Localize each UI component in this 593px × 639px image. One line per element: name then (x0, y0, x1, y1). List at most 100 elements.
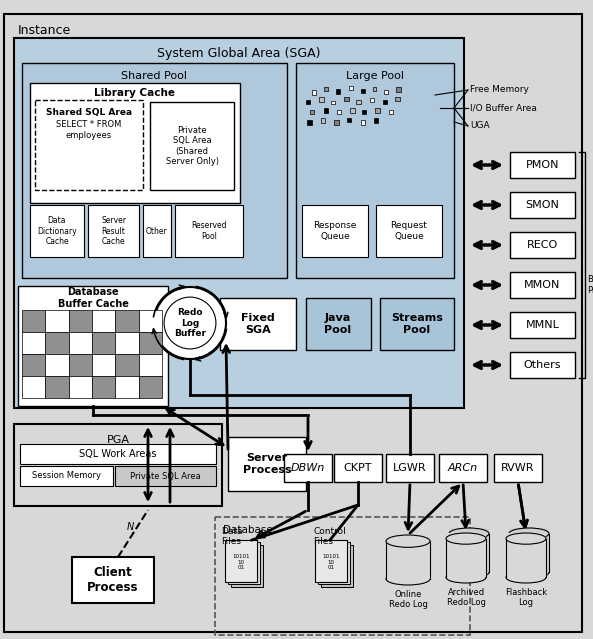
Bar (362, 110, 366, 114)
Bar (175, 205, 243, 257)
Bar (139, 310, 162, 332)
Text: Streams
Pool: Streams Pool (391, 313, 443, 335)
Text: Control
Files: Control Files (313, 527, 346, 546)
Bar (449, 528, 489, 573)
Bar (45, 354, 69, 376)
Bar (20, 444, 216, 464)
Text: DBWn: DBWn (291, 463, 325, 473)
Bar (510, 192, 575, 218)
Bar (225, 540, 257, 582)
Text: Data
Files: Data Files (221, 527, 243, 546)
Text: Others: Others (524, 360, 561, 370)
Bar (334, 454, 382, 482)
Bar (115, 310, 139, 332)
Bar (395, 96, 400, 102)
Ellipse shape (449, 567, 489, 578)
Text: Instance: Instance (18, 24, 71, 37)
Bar (22, 376, 45, 398)
Bar (22, 310, 45, 332)
Ellipse shape (506, 572, 546, 583)
Bar (347, 118, 351, 122)
Bar (296, 63, 454, 278)
Bar (22, 354, 45, 376)
Bar (386, 454, 434, 482)
Bar (372, 87, 376, 91)
Ellipse shape (446, 533, 486, 544)
Text: Server
Result
Cache: Server Result Cache (101, 216, 126, 246)
Bar (506, 533, 546, 578)
Text: Server
Process: Server Process (243, 453, 291, 475)
Bar (22, 63, 287, 278)
Bar (72, 557, 154, 603)
Bar (510, 152, 575, 178)
Bar (139, 354, 162, 376)
Text: PGA: PGA (107, 435, 129, 445)
Ellipse shape (449, 528, 489, 539)
Bar (20, 466, 113, 486)
Bar (315, 540, 347, 582)
Bar (361, 120, 365, 125)
Bar (150, 102, 234, 190)
Bar (139, 376, 162, 398)
Bar (45, 376, 69, 398)
Text: UGA: UGA (470, 121, 490, 130)
Text: Private
SQL Area
(Shared
Server Only): Private SQL Area (Shared Server Only) (165, 126, 218, 166)
Bar (228, 437, 306, 491)
Text: Fixed
SGA: Fixed SGA (241, 313, 275, 335)
Text: CKPT: CKPT (344, 463, 372, 473)
Text: SMON: SMON (525, 200, 559, 210)
Bar (302, 205, 368, 257)
Circle shape (164, 297, 216, 349)
Text: Shared SQL Area: Shared SQL Area (46, 107, 132, 116)
Text: 10101
10
01: 10101 10 01 (322, 554, 340, 570)
Text: Private SQL Area: Private SQL Area (130, 472, 200, 481)
Bar (45, 332, 69, 354)
Text: SQL Work Areas: SQL Work Areas (79, 449, 157, 459)
Bar (92, 354, 115, 376)
Bar (383, 100, 387, 104)
Ellipse shape (509, 567, 549, 578)
Text: Large Pool: Large Pool (346, 71, 404, 81)
Text: I/O Buffer Area: I/O Buffer Area (470, 104, 537, 112)
Circle shape (154, 287, 226, 359)
Text: Redo
Log
Buffer: Redo Log Buffer (174, 308, 206, 338)
Bar (510, 232, 575, 258)
Bar (446, 533, 486, 578)
Bar (310, 110, 314, 114)
Text: Session Memory: Session Memory (31, 472, 100, 481)
Bar (92, 310, 115, 332)
Bar (228, 542, 260, 584)
Bar (374, 118, 378, 123)
Ellipse shape (386, 535, 430, 548)
Bar (18, 286, 168, 406)
Text: Free Memory: Free Memory (470, 86, 529, 95)
Bar (439, 454, 487, 482)
Text: MMON: MMON (524, 280, 561, 290)
Text: Shared Pool: Shared Pool (121, 71, 187, 81)
Bar (319, 97, 324, 102)
Bar (69, 310, 92, 332)
Ellipse shape (446, 572, 486, 583)
Bar (92, 332, 115, 354)
Bar (22, 332, 45, 354)
Bar (139, 332, 162, 354)
Text: Archived
Redo Log: Archived Redo Log (447, 588, 486, 608)
Bar (356, 100, 361, 104)
Ellipse shape (509, 528, 549, 539)
Text: Flashback
Log: Flashback Log (505, 588, 547, 608)
Bar (361, 89, 365, 93)
Text: MMNL: MMNL (525, 320, 559, 330)
Bar (331, 101, 335, 104)
Text: RECO: RECO (527, 240, 558, 250)
Bar (92, 376, 115, 398)
Bar (306, 100, 310, 104)
Bar (115, 466, 216, 486)
Bar (510, 352, 575, 378)
Bar (510, 272, 575, 298)
Bar (321, 545, 353, 587)
Bar (35, 100, 143, 190)
Bar (345, 96, 349, 101)
Text: Reserved
Pool: Reserved Pool (192, 221, 227, 241)
Text: Response
Queue: Response Queue (313, 221, 356, 241)
Bar (306, 298, 371, 350)
